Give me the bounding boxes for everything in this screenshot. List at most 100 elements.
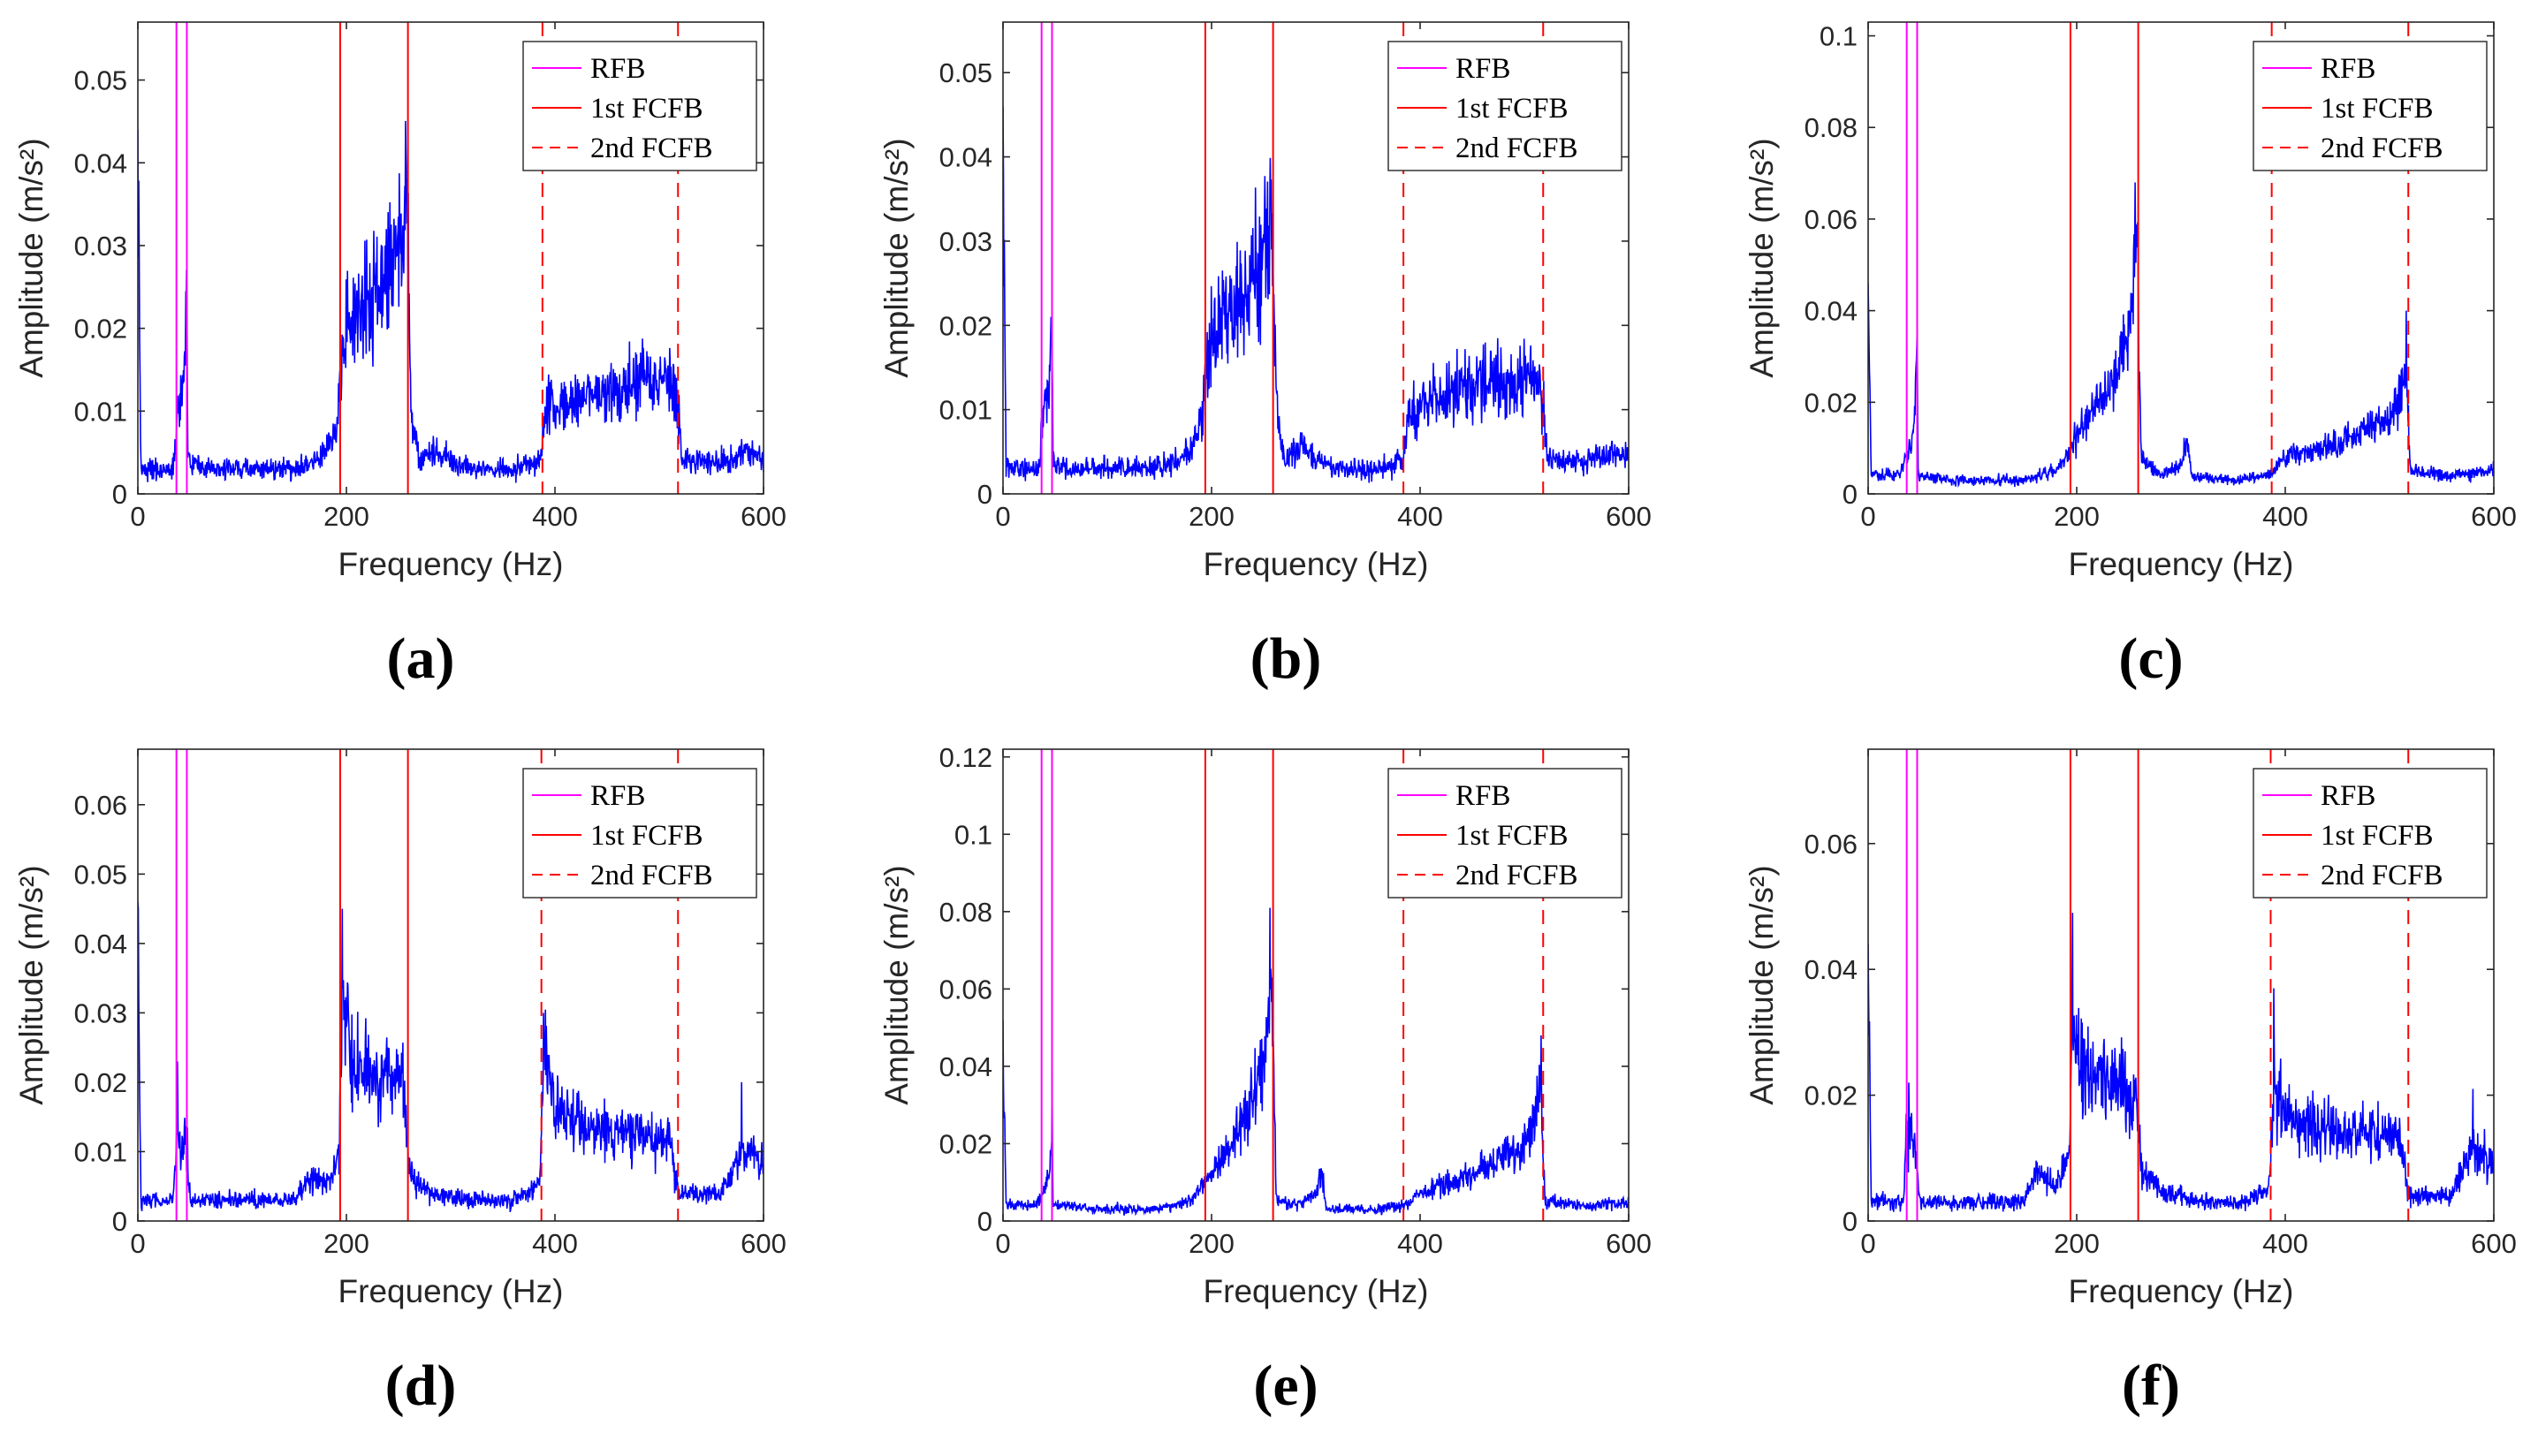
legend-entry: RFB — [1455, 53, 1510, 85]
x-tick-label: 200 — [2054, 501, 2100, 532]
y-tick-label: 0.1 — [1820, 21, 1858, 52]
legend-box — [2253, 41, 2488, 171]
legend: RFB 1st FCFB 2nd FCFB — [2253, 768, 2488, 899]
y-tick-label: 0.03 — [74, 231, 127, 262]
axes-box — [1002, 748, 1630, 1222]
legend-entry: 2nd FCFB — [590, 133, 712, 164]
panel-label: (b) — [1250, 626, 1322, 691]
x-tick-label: 200 — [323, 501, 369, 532]
y-tick-label: 0.03 — [939, 226, 992, 257]
legend-entry: 1st FCFB — [1455, 93, 1569, 125]
panel-c: 0 200 400 600 0 0.02 0.04 0.06 0.08 0.1 Frequency … — [1744, 21, 2517, 691]
y-tick-label: 0.02 — [74, 1067, 127, 1098]
axes-box — [137, 748, 764, 1222]
y-axis-label: Amplitude (m/s²) — [1744, 138, 1780, 377]
axes-box — [1002, 21, 1630, 495]
y-axis-label: Amplitude (m/s²) — [1744, 865, 1780, 1104]
panel-e: 0 200 400 600 0 0.02 0.04 0.06 0.08 0.1 0.12 Freque… — [878, 742, 1652, 1418]
legend-entry: 1st FCFB — [590, 93, 703, 125]
x-tick-label: 400 — [532, 1228, 578, 1259]
panel-a: 0 200 400 600 0 0.01 0.02 0.03 0.04 0.05 Frequency… — [13, 21, 786, 691]
legend-entry: RFB — [590, 780, 645, 812]
spectrum-line — [1003, 907, 1629, 1217]
spectrum-line — [138, 120, 764, 483]
legend-entry: 2nd FCFB — [590, 860, 712, 891]
legend-entry: 1st FCFB — [2321, 820, 2434, 852]
x-tick-label: 600 — [1606, 1228, 1652, 1259]
y-axis-label: Amplitude (m/s²) — [878, 865, 915, 1104]
y-tick-label: 0 — [112, 479, 127, 510]
x-axis-label: Frequency (Hz) — [1204, 546, 1429, 582]
x-tick-label: 600 — [741, 501, 786, 532]
y-tick-label: 0.06 — [939, 974, 992, 1005]
legend-box — [1387, 41, 1622, 171]
y-tick-label: 0.12 — [939, 742, 992, 773]
panel-label: (c) — [2118, 626, 2183, 691]
x-axis-label: Frequency (Hz) — [338, 546, 564, 582]
x-tick-label: 400 — [532, 501, 578, 532]
legend-entry: RFB — [1455, 780, 1510, 812]
legend-entry: RFB — [2321, 780, 2375, 812]
panel-label: (f) — [2122, 1354, 2180, 1418]
legend: RFB 1st FCFB 2nd FCFB — [1387, 768, 1622, 899]
y-tick-label: 0.02 — [939, 310, 992, 341]
x-tick-label: 200 — [1189, 501, 1235, 532]
legend: RFB 1st FCFB 2nd FCFB — [1387, 41, 1622, 171]
panel-label: (d) — [385, 1354, 457, 1418]
spectrum-line — [138, 901, 764, 1213]
panel-d: 0 200 400 600 0 0.01 0.02 0.03 0.04 0.05 0.06 Frequ… — [13, 748, 786, 1418]
y-tick-label: 0.08 — [1805, 112, 1858, 143]
legend-entry: 2nd FCFB — [2321, 860, 2443, 891]
x-tick-label: 0 — [130, 1228, 145, 1259]
legend-entry: 1st FCFB — [1455, 820, 1569, 852]
y-axis-label: Amplitude (m/s²) — [13, 865, 49, 1104]
y-tick-label: 0.02 — [939, 1128, 992, 1159]
legend-entry: 1st FCFB — [590, 820, 703, 852]
y-tick-label: 0.1 — [954, 819, 992, 850]
legend-entry: 2nd FCFB — [1455, 133, 1577, 164]
y-tick-label: 0.04 — [939, 1051, 992, 1082]
panel-label: (a) — [387, 626, 455, 691]
y-tick-label: 0.01 — [74, 396, 127, 427]
x-tick-label: 200 — [2054, 1228, 2100, 1259]
axes-box — [1867, 21, 2495, 495]
legend-entry: 1st FCFB — [2321, 93, 2434, 125]
y-tick-label: 0.06 — [74, 790, 127, 821]
y-tick-label: 0 — [1843, 1206, 1858, 1237]
y-tick-label: 0.01 — [939, 395, 992, 426]
y-tick-label: 0.06 — [1805, 204, 1858, 235]
spectrum-line — [1003, 106, 1629, 483]
x-tick-label: 400 — [1397, 1228, 1443, 1259]
legend-entry: RFB — [2321, 53, 2375, 85]
legend-entry: RFB — [590, 53, 645, 85]
spectrum-line — [1868, 913, 2494, 1212]
y-tick-label: 0.04 — [939, 142, 992, 173]
x-axis-label: Frequency (Hz) — [1204, 1273, 1429, 1309]
x-axis-label: Frequency (Hz) — [338, 1273, 564, 1309]
x-tick-label: 600 — [2471, 501, 2517, 532]
y-tick-label: 0 — [1843, 479, 1858, 510]
y-tick-label: 0 — [977, 1206, 992, 1237]
y-tick-label: 0 — [977, 479, 992, 510]
y-tick-label: 0.05 — [74, 859, 127, 890]
x-tick-label: 400 — [2262, 501, 2308, 532]
y-tick-label: 0.05 — [939, 57, 992, 88]
x-tick-label: 200 — [323, 1228, 369, 1259]
x-tick-label: 0 — [995, 501, 1010, 532]
x-tick-label: 600 — [2471, 1228, 2517, 1259]
x-tick-label: 0 — [1860, 1228, 1875, 1259]
x-axis-label: Frequency (Hz) — [2069, 1273, 2294, 1309]
axes-box — [137, 21, 764, 495]
y-tick-label: 0.02 — [1805, 1081, 1858, 1111]
x-tick-label: 0 — [1860, 501, 1875, 532]
y-tick-label: 0.04 — [1805, 296, 1858, 327]
x-tick-label: 200 — [1189, 1228, 1235, 1259]
y-tick-label: 0.03 — [74, 997, 127, 1028]
x-tick-label: 0 — [130, 501, 145, 532]
legend-box — [522, 41, 757, 171]
legend: RFB 1st FCFB 2nd FCFB — [522, 768, 757, 899]
y-tick-label: 0.04 — [74, 148, 127, 178]
x-axis-label: Frequency (Hz) — [2069, 546, 2294, 582]
legend-box — [1387, 768, 1622, 899]
